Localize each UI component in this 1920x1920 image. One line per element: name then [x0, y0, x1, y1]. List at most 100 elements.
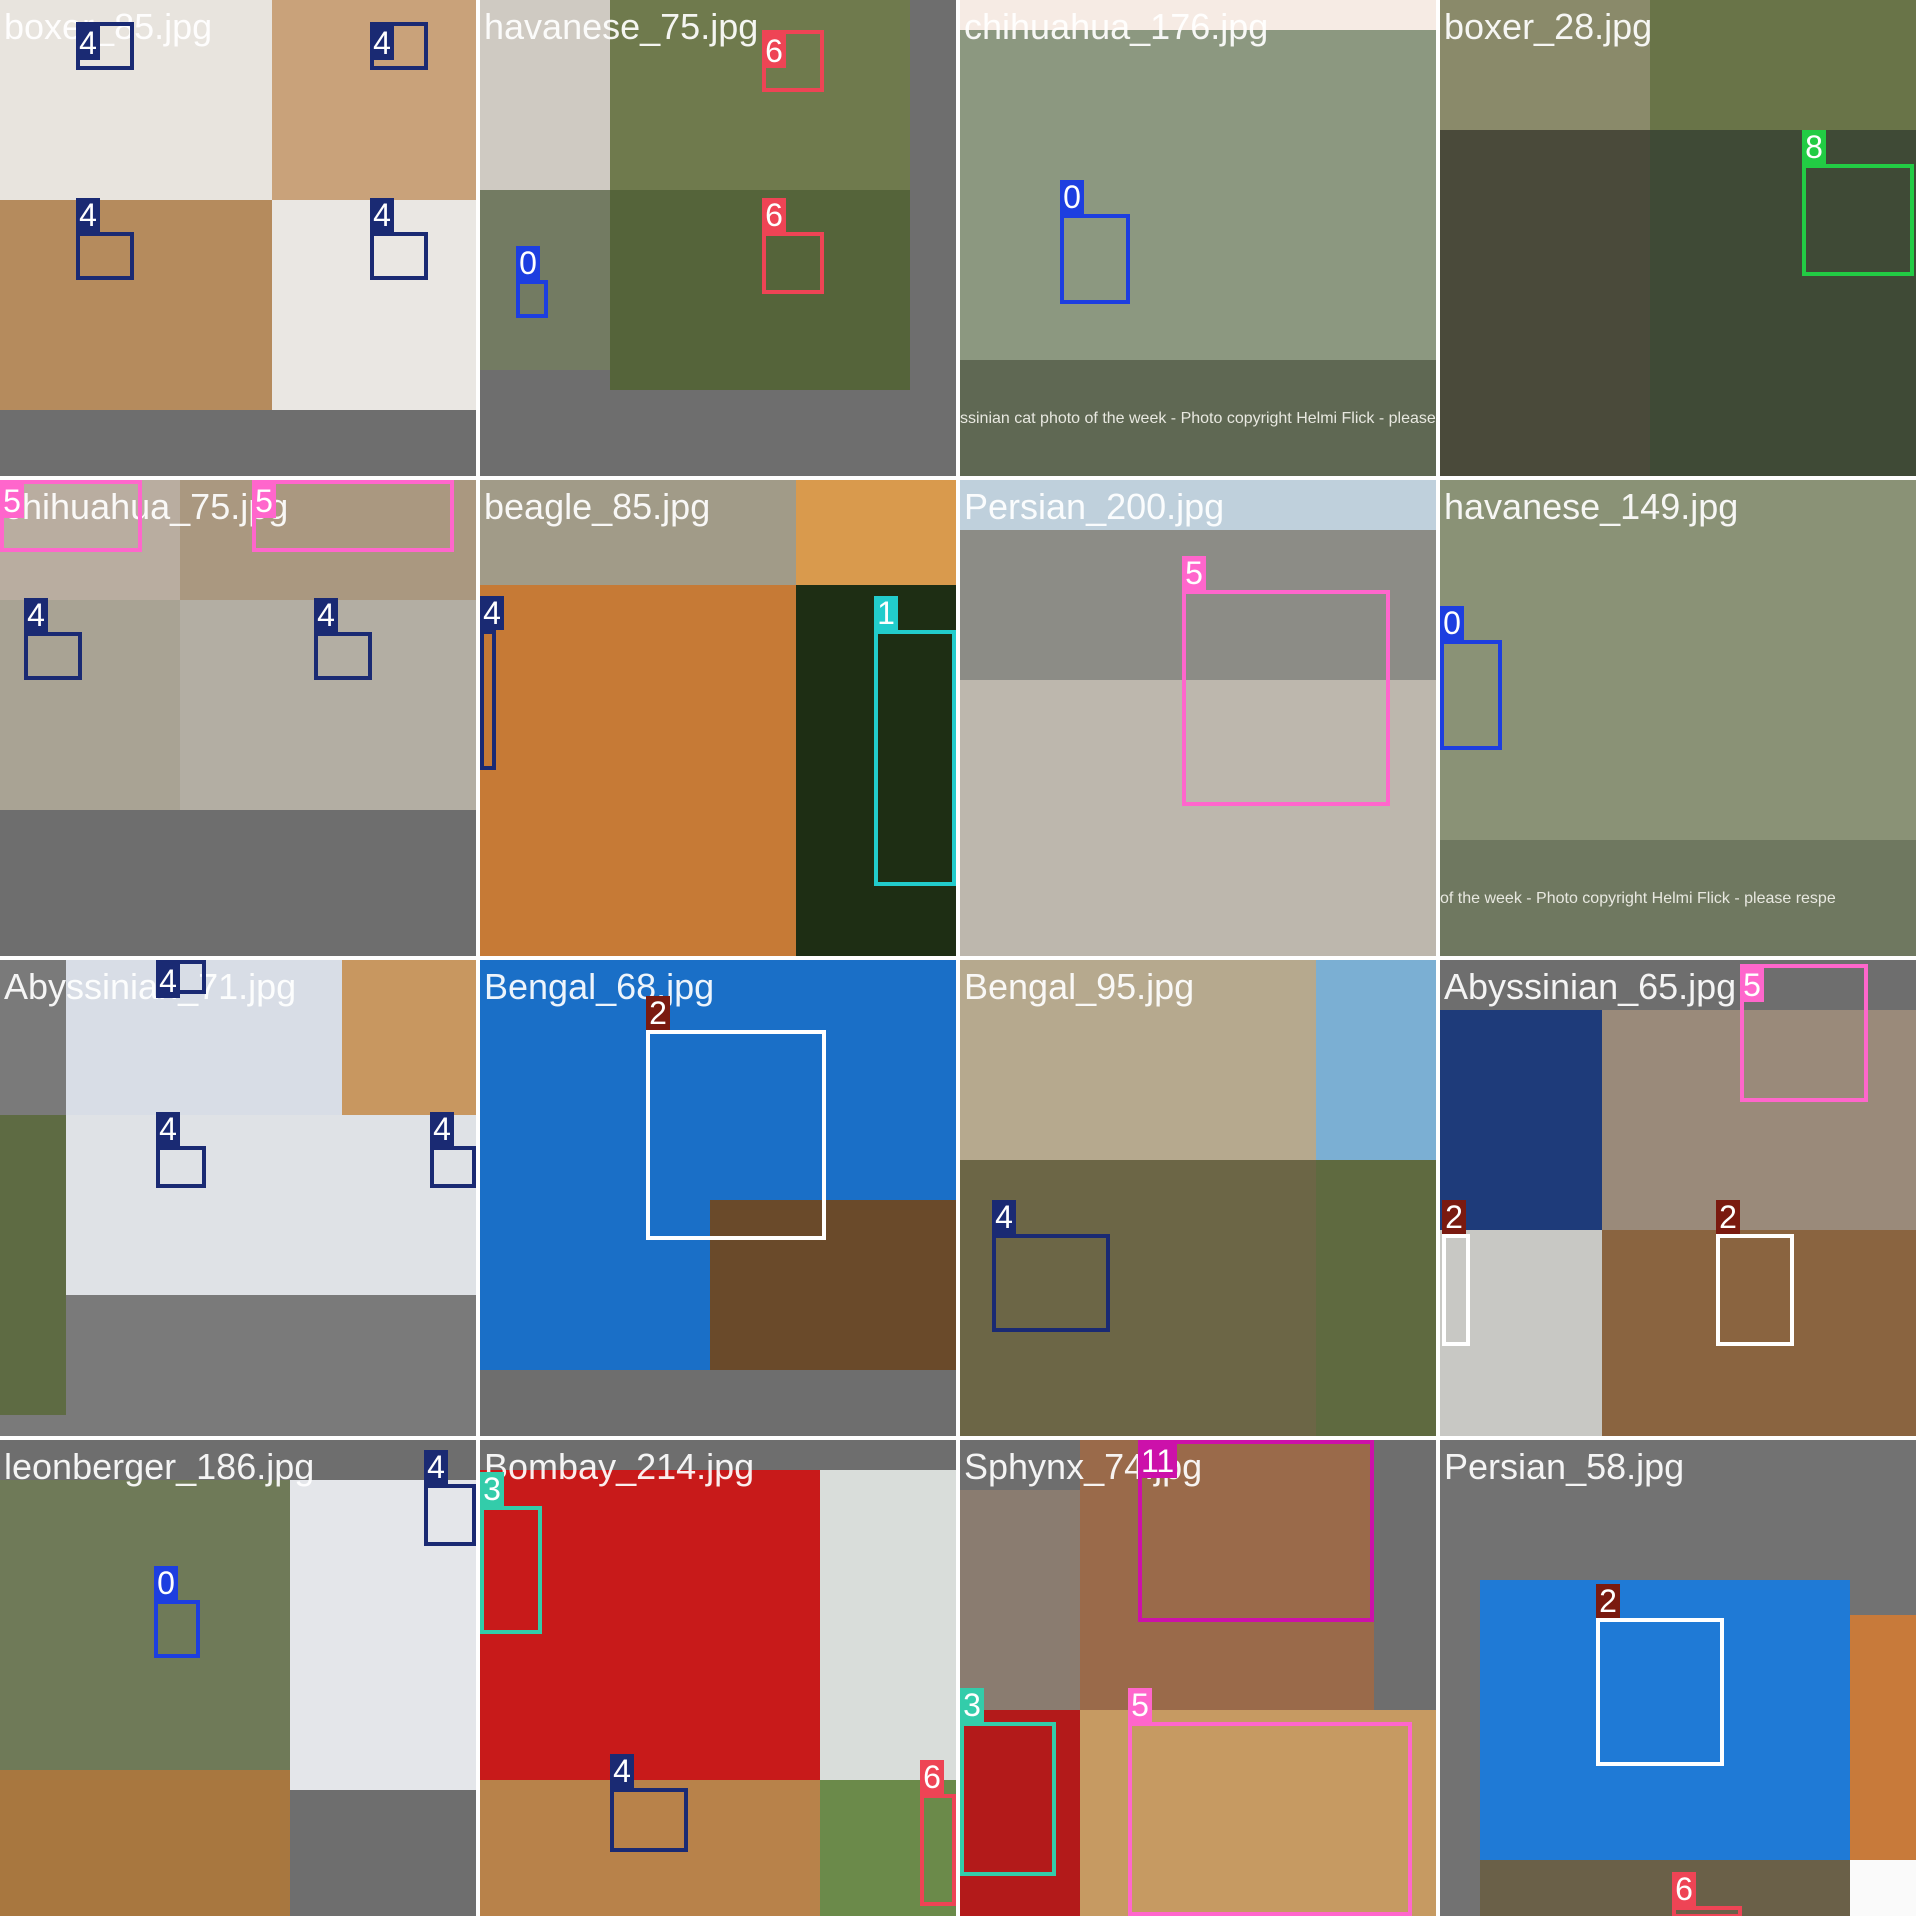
mosaic-tile: Sphynx_74.jpg 11 3 5 — [960, 1440, 1436, 1916]
mosaic-tile: havanese_75.jpg 6 6 0 — [480, 0, 956, 476]
class-id-tag: 0 — [516, 246, 540, 280]
photo-caption: of the week - Photo copyright Helmi Flic… — [1440, 890, 1836, 907]
detection-box: 5 — [0, 480, 142, 552]
photo-fragment — [710, 1200, 956, 1370]
detection-box: 4 — [156, 1112, 206, 1188]
mosaic-tile: boxer_28.jpg 8 — [1440, 0, 1916, 476]
photo-fragment — [960, 0, 1436, 30]
photo-fragment — [480, 585, 796, 956]
class-id-tag: 8 — [1802, 130, 1826, 164]
detection-box: 0 — [516, 246, 548, 318]
photo-caption: ssinian cat photo of the week - Photo co… — [960, 410, 1436, 427]
photo-fragment — [1316, 1160, 1436, 1436]
photo-fragment — [1602, 1230, 1916, 1436]
detection-box: 4 — [424, 1450, 476, 1546]
photo-fragment — [960, 360, 1436, 476]
class-id-tag: 5 — [0, 484, 24, 518]
class-id-tag: 4 — [156, 1112, 180, 1146]
class-id-tag: 4 — [156, 964, 180, 998]
photo-fragment — [960, 30, 1436, 360]
photo-fragment — [610, 0, 910, 200]
mosaic-tile: beagle_85.jpg 4 1 — [480, 480, 956, 956]
photo-fragment — [1850, 1615, 1916, 1860]
photo-fragment — [1850, 1860, 1916, 1916]
detection-box: 6 — [920, 1760, 956, 1906]
mosaic-tile: chihuahua_75.jpg 5 5 4 4 — [0, 480, 476, 956]
mosaic-tile: Abyssinian_71.jpg 4 4 4 — [0, 960, 476, 1436]
class-id-tag: 6 — [762, 198, 786, 232]
mosaic-tile: of the week - Photo copyright Helmi Flic… — [1440, 480, 1916, 956]
class-id-tag: 4 — [24, 598, 48, 632]
class-id-tag: 2 — [1716, 1200, 1740, 1234]
class-id-tag: 6 — [920, 1760, 944, 1794]
detection-box: 6 — [762, 198, 824, 294]
class-id-tag: 6 — [1672, 1872, 1696, 1906]
photo-fragment — [1440, 480, 1916, 840]
class-id-tag: 3 — [480, 1472, 504, 1506]
detection-box: 5 — [1740, 964, 1868, 1102]
photo-fragment — [820, 1780, 956, 1916]
detection-box: 6 — [762, 30, 824, 92]
photo-fragment — [480, 480, 796, 585]
mosaic-tile: Bengal_68.jpg 2 — [480, 960, 956, 1436]
photo-fragment — [342, 960, 476, 1115]
photo-fragment — [1650, 130, 1916, 476]
detection-box: 5 — [252, 480, 454, 552]
class-id-tag: 0 — [1440, 606, 1464, 640]
class-id-tag: 4 — [76, 26, 100, 60]
photo-fragment — [0, 1480, 290, 1770]
class-id-tag: 4 — [992, 1200, 1016, 1234]
photo-fragment — [1080, 1440, 1374, 1710]
photo-fragment — [610, 190, 910, 390]
photo-fragment — [1440, 0, 1650, 130]
class-id-tag: 4 — [76, 198, 100, 232]
class-id-tag: 4 — [610, 1754, 634, 1788]
class-id-tag: 4 — [480, 596, 504, 630]
class-id-tag: 0 — [154, 1566, 178, 1600]
tile-filename-label: Abyssinian_65.jpg — [1444, 966, 1737, 1007]
mosaic-tile: Persian_200.jpg 5 — [960, 480, 1436, 956]
detection-box: 4 — [314, 598, 372, 680]
photo-fragment — [180, 480, 476, 600]
photo-fragment — [960, 480, 1436, 530]
detection-box: 4 — [76, 22, 134, 70]
photo-fragment — [480, 1470, 820, 1780]
photo-fragment — [960, 960, 1316, 1160]
photo-fragment — [1440, 1010, 1602, 1230]
photo-fragment — [290, 1480, 476, 1790]
class-id-tag: 4 — [370, 198, 394, 232]
detection-box: 11 — [1138, 1440, 1374, 1622]
class-id-tag: 1 — [874, 596, 898, 630]
detection-box: 4 — [370, 22, 428, 70]
detection-box: 4 — [992, 1200, 1110, 1332]
photo-fragment — [1480, 1860, 1850, 1916]
detection-box: 8 — [1802, 130, 1914, 276]
mosaic-tile: leonberger_186.jpg 0 4 — [0, 1440, 476, 1916]
photo-fragment — [960, 1160, 1316, 1436]
detection-box: 2 — [1442, 1200, 1470, 1346]
detection-box: 0 — [1060, 180, 1130, 304]
detection-box: 5 — [1128, 1688, 1412, 1916]
detection-box: 5 — [1182, 556, 1390, 806]
photo-fragment — [1440, 840, 1916, 956]
class-id-tag: 4 — [424, 1450, 448, 1484]
detection-box: 2 — [1596, 1584, 1724, 1766]
photo-fragment — [1650, 0, 1916, 130]
mosaic-tile: Abyssinian_65.jpg 5 2 2 — [1440, 960, 1916, 1436]
class-id-tag: 2 — [1596, 1584, 1620, 1618]
photo-fragment — [66, 1115, 476, 1295]
class-id-tag: 5 — [1182, 556, 1206, 590]
photo-fragment — [960, 1710, 1080, 1916]
photo-fragment — [1316, 960, 1436, 1160]
class-id-tag: 5 — [1740, 968, 1764, 1002]
photo-fragment — [960, 530, 1436, 680]
photo-fragment — [1440, 130, 1650, 476]
class-id-tag: 2 — [646, 996, 670, 1030]
class-id-tag: 4 — [314, 598, 338, 632]
detection-box: 4 — [76, 198, 134, 280]
detection-box: 6 — [1672, 1872, 1742, 1916]
class-id-tag: 3 — [960, 1688, 984, 1722]
photo-fragment — [796, 480, 956, 585]
tile-filename-label: Persian_58.jpg — [1444, 1446, 1685, 1487]
